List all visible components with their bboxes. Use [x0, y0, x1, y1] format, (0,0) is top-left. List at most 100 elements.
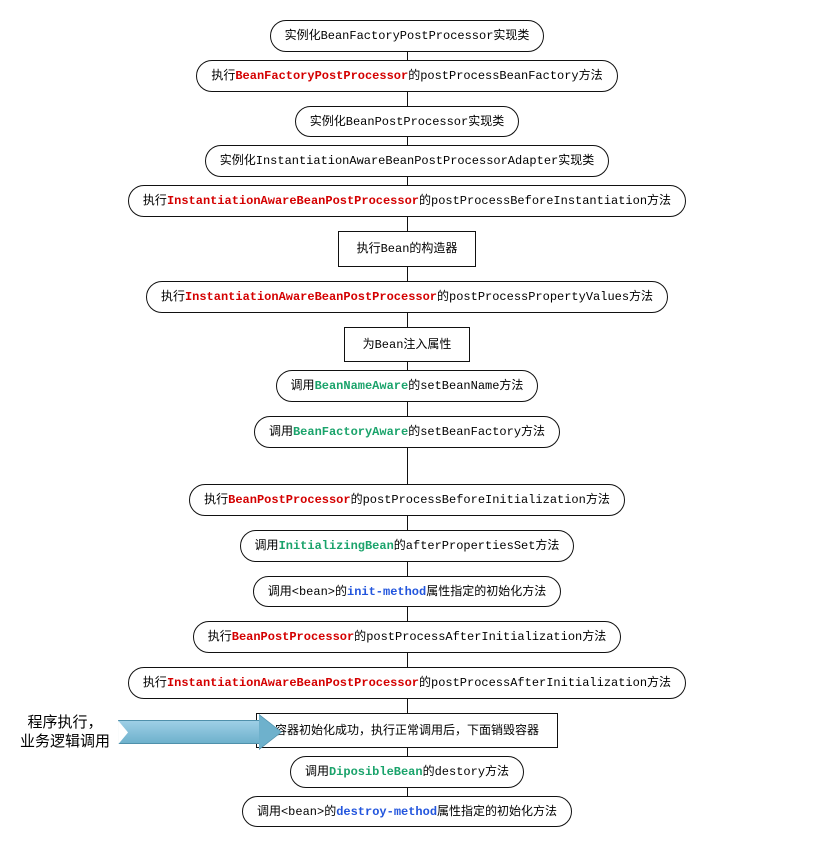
- node-segment: 调用: [257, 804, 281, 818]
- flow-node-n9: 调用BeanNameAware的setBeanName方法: [276, 370, 539, 402]
- flow-node-n18: 调用<bean>的destroy-method属性指定的初始化方法: [242, 796, 572, 828]
- node-segment: 方法: [582, 629, 606, 643]
- connector: [407, 52, 408, 60]
- node-segment: 注入属性: [403, 337, 451, 351]
- node-segment: 调用: [269, 424, 293, 438]
- flow-row: 实例化BeanFactoryPostProcessor实现类: [20, 20, 794, 52]
- node-segment: <bean>: [281, 805, 324, 819]
- node-segment: init-method: [347, 585, 426, 599]
- node-segment: 的: [408, 424, 420, 438]
- node-segment: 实例化: [285, 28, 321, 42]
- node-segment: 实现类: [558, 153, 594, 167]
- node-segment: postProcessBeforeInstantiation: [431, 194, 647, 208]
- flow-node-n11: 执行BeanPostProcessor的postProcessBeforeIni…: [189, 484, 625, 516]
- node-segment: 方法: [485, 764, 509, 778]
- flow-node-n1: 实例化BeanFactoryPostProcessor实现类: [270, 20, 545, 52]
- node-segment: 为: [363, 337, 375, 351]
- node-segment: setBeanName: [420, 379, 499, 393]
- node-segment: 的: [419, 675, 431, 689]
- node-segment: 的: [351, 492, 363, 506]
- node-segment: postProcessBeanFactory: [420, 69, 578, 83]
- node-segment: 的: [394, 538, 406, 552]
- node-segment: InstantiationAwareBeanPostProcessorAdapt…: [256, 154, 558, 168]
- node-segment: destroy-method: [336, 805, 437, 819]
- flow-node-n10: 调用BeanFactoryAware的setBeanFactory方法: [254, 416, 560, 448]
- node-segment: BeanPostProcessor: [228, 493, 350, 507]
- node-segment: BeanPostProcessor: [232, 630, 354, 644]
- node-segment: 的: [324, 804, 336, 818]
- flow-node-n7: 执行InstantiationAwareBeanPostProcessor的po…: [146, 281, 668, 313]
- node-segment: 方法: [499, 378, 523, 392]
- flow-row: 调用InitializingBean的afterPropertiesSet方法: [20, 530, 794, 562]
- flow-node-n17: 调用DiposibleBean的destory方法: [290, 756, 524, 788]
- flow-row: 执行InstantiationAwareBeanPostProcessor的po…: [20, 185, 794, 217]
- node-segment: 容器初始化成功，执行正常调用后，下面销毁容器: [275, 723, 539, 737]
- side-annotation: 程序执行， 业务逻辑调用: [20, 713, 260, 752]
- flow-row: 调用<bean>的destroy-method属性指定的初始化方法: [20, 796, 794, 828]
- node-segment: InstantiationAwareBeanPostProcessor: [185, 290, 437, 304]
- node-segment: BeanNameAware: [315, 379, 409, 393]
- arrow-icon: [118, 720, 260, 744]
- node-segment: 的: [354, 629, 366, 643]
- connector: [407, 516, 408, 530]
- connector: [407, 562, 408, 576]
- connector: [407, 448, 408, 484]
- flow-node-n13: 调用<bean>的init-method属性指定的初始化方法: [253, 576, 561, 608]
- flow-node-n4: 实例化InstantiationAwareBeanPostProcessorAd…: [205, 145, 609, 177]
- flow-row: 执行Bean的构造器: [20, 231, 794, 267]
- connector: [407, 217, 408, 231]
- node-segment: afterPropertiesSet: [406, 539, 536, 553]
- connector: [407, 362, 408, 370]
- node-segment: BeanFactoryAware: [293, 425, 408, 439]
- node-segment: InstantiationAwareBeanPostProcessor: [167, 194, 419, 208]
- node-segment: 执行: [161, 289, 185, 303]
- side-annotation-text: 程序执行， 业务逻辑调用: [20, 713, 110, 752]
- connector: [407, 653, 408, 667]
- flow-node-n5: 执行InstantiationAwareBeanPostProcessor的po…: [128, 185, 686, 217]
- node-segment: 的构造器: [409, 241, 457, 255]
- node-segment: 执行: [211, 68, 235, 82]
- node-segment: 实例化: [310, 114, 346, 128]
- node-segment: BeanFactoryPostProcessor: [235, 69, 408, 83]
- connector: [407, 607, 408, 621]
- flow-node-n2: 执行BeanFactoryPostProcessor的postProcessBe…: [196, 60, 617, 92]
- node-segment: BeanFactoryPostProcessor: [321, 29, 494, 43]
- flow-row: 调用BeanNameAware的setBeanName方法: [20, 370, 794, 402]
- flow-node-n3: 实例化BeanPostProcessor实现类: [295, 106, 519, 138]
- connector: [407, 137, 408, 145]
- flow-row: 执行BeanPostProcessor的postProcessAfterInit…: [20, 621, 794, 653]
- node-segment: 的: [408, 378, 420, 392]
- flow-row: 执行InstantiationAwareBeanPostProcessor的po…: [20, 667, 794, 699]
- node-segment: DiposibleBean: [329, 765, 423, 779]
- node-segment: 执行: [143, 193, 167, 207]
- node-segment: BeanPostProcessor: [346, 115, 468, 129]
- node-segment: destory: [435, 765, 485, 779]
- node-segment: 实例化: [220, 153, 256, 167]
- connector: [407, 699, 408, 713]
- node-segment: InitializingBean: [279, 539, 394, 553]
- node-segment: 调用: [255, 538, 279, 552]
- node-segment: 方法: [647, 193, 671, 207]
- node-segment: 的: [335, 584, 347, 598]
- flowchart: 实例化BeanFactoryPostProcessor实现类执行BeanFact…: [20, 20, 794, 827]
- flow-node-n16: 容器初始化成功，执行正常调用后，下面销毁容器: [256, 713, 558, 748]
- node-segment: postProcessPropertyValues: [449, 290, 629, 304]
- flow-row: 调用DiposibleBean的destory方法: [20, 756, 794, 788]
- node-segment: 实现类: [493, 28, 529, 42]
- node-segment: 调用: [305, 764, 329, 778]
- node-segment: InstantiationAwareBeanPostProcessor: [167, 676, 419, 690]
- node-segment: postProcessBeforeInitialization: [363, 493, 586, 507]
- flow-node-n12: 调用InitializingBean的afterPropertiesSet方法: [240, 530, 575, 562]
- flow-row: 调用BeanFactoryAware的setBeanFactory方法: [20, 416, 794, 448]
- node-segment: 执行: [204, 492, 228, 506]
- node-segment: 的: [437, 289, 449, 303]
- connector: [407, 402, 408, 416]
- connector: [407, 788, 408, 796]
- node-segment: 属性指定的初始化方法: [437, 804, 557, 818]
- node-segment: 调用: [268, 584, 292, 598]
- node-segment: 的: [408, 68, 420, 82]
- flow-node-n6: 执行Bean的构造器: [338, 231, 477, 267]
- flow-row: 为Bean注入属性: [20, 327, 794, 363]
- flow-row: 实例化InstantiationAwareBeanPostProcessorAd…: [20, 145, 794, 177]
- node-segment: postProcessAfterInitialization: [366, 630, 582, 644]
